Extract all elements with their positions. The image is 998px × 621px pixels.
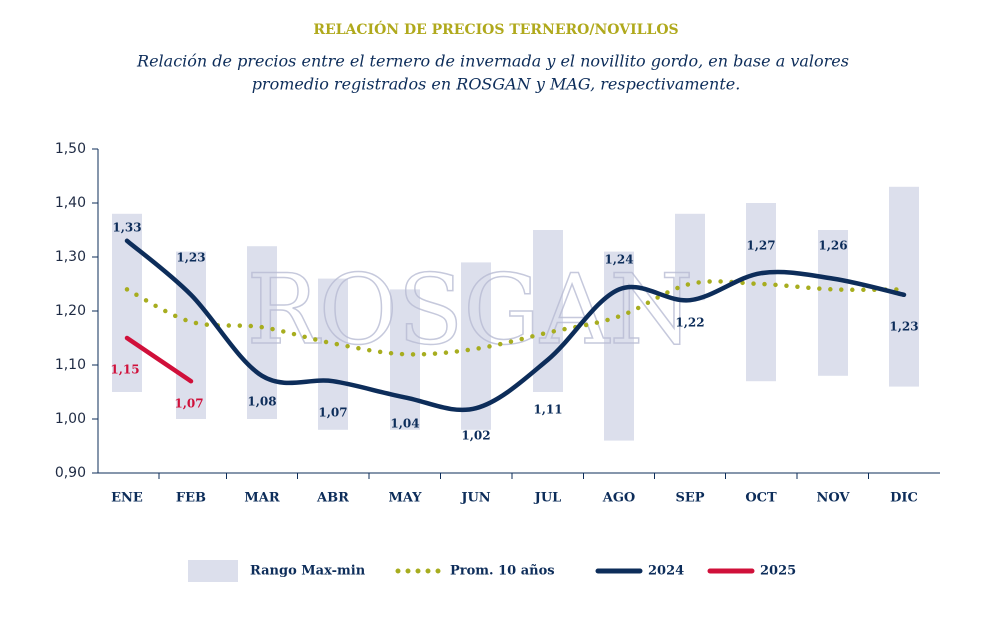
- data-label: 1,23: [889, 320, 918, 334]
- x-tick-label: OCT: [745, 491, 777, 506]
- x-tick-label: JUL: [534, 491, 562, 506]
- data-label: 1,07: [174, 397, 203, 411]
- line-2: [124, 335, 194, 384]
- data-label: 1,02: [461, 429, 490, 443]
- legend-label: Rango Max-min: [250, 564, 366, 579]
- x-tick-label: JUN: [460, 491, 490, 506]
- range-bar: [889, 186, 919, 387]
- data-label: 1,15: [110, 363, 139, 377]
- range-bar: [746, 203, 776, 382]
- x-tick-label: AGO: [602, 491, 636, 506]
- chart-subtitle: Relación de precios entre el ternero de …: [136, 52, 849, 71]
- y-tick-label: 1,40: [55, 195, 86, 211]
- data-label: 1,24: [604, 253, 633, 267]
- y-tick-label: 1,00: [55, 411, 86, 427]
- x-tick-label: SEP: [675, 491, 704, 506]
- x-tick-label: FEB: [176, 491, 206, 506]
- data-label: 1,04: [390, 417, 419, 431]
- legend-label: Prom. 10 años: [450, 564, 555, 579]
- data-label: 1,33: [112, 221, 141, 235]
- y-tick-label: 1,50: [55, 141, 86, 157]
- y-tick-label: 1,30: [55, 249, 86, 265]
- chart-title: RELACIÓN DE PRECIOS TERNERO/NOVILLOS: [313, 20, 678, 38]
- x-tick-label: NOV: [816, 491, 850, 506]
- data-label: 1,07: [318, 406, 347, 420]
- x-tick-label: MAY: [388, 491, 422, 506]
- data-label: 1,22: [675, 316, 704, 330]
- range-bar: [461, 262, 491, 430]
- x-tick-label: ENE: [111, 491, 143, 506]
- y-tick-label: 1,20: [55, 303, 86, 319]
- watermark: ROSGAN: [247, 254, 694, 366]
- x-tick-label: MAR: [244, 491, 279, 506]
- range-bar: [390, 289, 420, 430]
- data-label: 1,23: [176, 251, 205, 265]
- x-tick-label: DIC: [890, 491, 918, 506]
- y-tick-label: 1,10: [55, 357, 86, 373]
- line-1: [124, 238, 907, 413]
- data-label: 1,27: [746, 239, 775, 253]
- legend-label: 2024: [648, 564, 684, 579]
- range-bar: [247, 246, 277, 419]
- data-label: 1,11: [533, 403, 562, 417]
- y-tick-label: 0,90: [55, 465, 86, 481]
- x-tick-label: ABR: [316, 491, 349, 506]
- range-bar: [176, 251, 206, 419]
- range-bar: [604, 251, 634, 441]
- legend-label: 2025: [760, 564, 796, 579]
- legend-swatch: [188, 560, 238, 582]
- range-bar: [675, 213, 705, 301]
- range-bar: [318, 278, 348, 430]
- data-label: 1,26: [818, 239, 847, 253]
- chart-subtitle: promedio registrados en ROSGAN y MAG, re…: [252, 75, 741, 94]
- range-bar: [818, 230, 848, 376]
- data-label: 1,08: [247, 395, 276, 409]
- range-bar: [533, 230, 563, 392]
- line-0: [124, 279, 907, 357]
